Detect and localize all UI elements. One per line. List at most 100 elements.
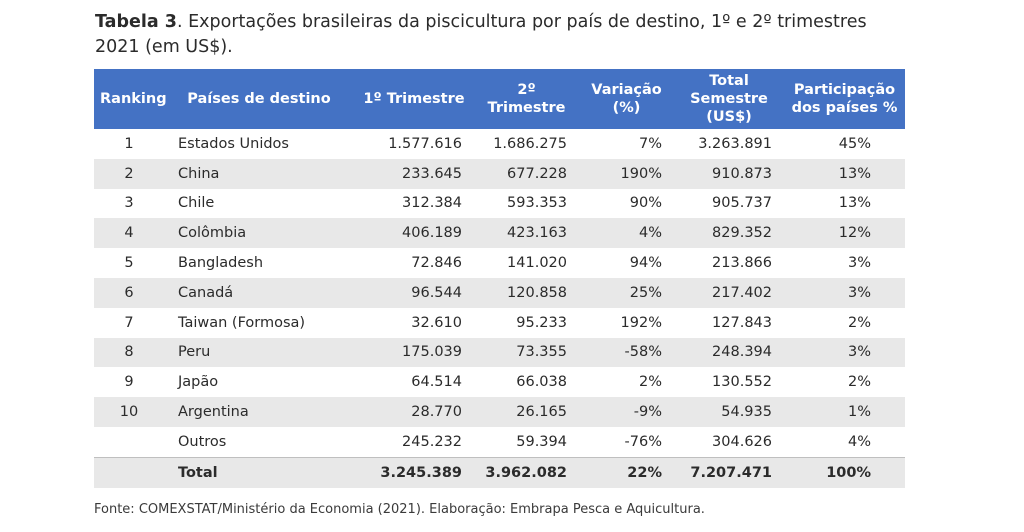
cell-country: Estados Unidos xyxy=(178,135,289,152)
cell-total: 304.626 xyxy=(712,433,772,450)
exports-table: Ranking Países de destino 1º Trimestre 2… xyxy=(94,69,905,488)
cell-q2: 1.686.275 xyxy=(493,135,567,152)
total-row: Total 3.245.389 3.962.082 22% 7.207.471 … xyxy=(94,456,905,488)
cell-country: Chile xyxy=(178,195,215,212)
cell-share: 13% xyxy=(784,158,905,189)
cell-rank: 5 xyxy=(124,255,134,272)
table-row: Outros 245.232 59.394 -76% 304.626 4% xyxy=(94,427,905,457)
cell-rank: 6 xyxy=(94,277,164,308)
header-ranking: Ranking xyxy=(94,69,167,129)
cell-rank: 10 xyxy=(94,397,164,427)
cell-q2: 141.020 xyxy=(507,255,567,272)
cell-share: 3% xyxy=(784,277,905,308)
cell-q2: 677.228 xyxy=(474,158,579,189)
cell-q2: 120.858 xyxy=(474,277,579,308)
table-row: 1 Estados Unidos 1.577.616 1.686.275 7% … xyxy=(94,129,905,159)
caption-text: . Exportações brasileiras da piscicultur… xyxy=(95,12,867,57)
table-row: 6 Canadá 96.544 120.858 25% 217.402 3% xyxy=(94,277,905,308)
table-row: 7 Taiwan (Formosa) 32.610 95.233 192% 12… xyxy=(94,308,905,338)
cell-country: Japão xyxy=(178,374,219,391)
cell-share: 2% xyxy=(847,374,871,391)
cell-country: Colômbia xyxy=(164,218,354,249)
cell-q1: 28.770 xyxy=(354,397,474,427)
cell-share: 13% xyxy=(838,195,871,212)
header-variation: Variação (%) xyxy=(579,69,674,129)
table-row: 3 Chile 312.384 593.353 90% 905.737 13% xyxy=(94,189,905,219)
cell-q1: 1.577.616 xyxy=(388,135,462,152)
table-row: 2 China 233.645 677.228 190% 910.873 13% xyxy=(94,158,905,189)
total-semester: 7.207.471 xyxy=(674,456,784,488)
cell-country: China xyxy=(164,158,354,189)
cell-total: 829.352 xyxy=(674,218,784,249)
cell-q1: 245.232 xyxy=(402,433,462,450)
cell-variation: 190% xyxy=(579,158,674,189)
caption-label: Tabela 3 xyxy=(95,12,177,32)
cell-rank: 8 xyxy=(94,337,164,368)
cell-total: 3.263.891 xyxy=(698,135,772,152)
cell-variation: 94% xyxy=(629,255,662,272)
cell-share: 12% xyxy=(784,218,905,249)
cell-q1: 233.645 xyxy=(354,158,474,189)
cell-country: Peru xyxy=(164,337,354,368)
cell-total: 217.402 xyxy=(674,277,784,308)
cell-country: Canadá xyxy=(164,277,354,308)
table-caption: Tabela 3. Exportações brasileiras da pis… xyxy=(95,10,915,60)
cell-country: Bangladesh xyxy=(178,255,264,272)
source-note: Fonte: COMEXSTAT/Ministério da Economia … xyxy=(94,502,705,517)
total-variation: 22% xyxy=(579,456,674,488)
cell-total: 127.843 xyxy=(712,314,772,331)
table-body: 1 Estados Unidos 1.577.616 1.686.275 7% … xyxy=(94,129,905,488)
cell-share: 1% xyxy=(784,397,905,427)
table-row: 8 Peru 175.039 73.355 -58% 248.394 3% xyxy=(94,337,905,368)
cell-variation: -76% xyxy=(624,433,662,450)
cell-rank: 2 xyxy=(94,158,164,189)
cell-q1: 96.544 xyxy=(354,277,474,308)
cell-q1: 175.039 xyxy=(354,337,474,368)
table-row: 4 Colômbia 406.189 423.163 4% 829.352 12… xyxy=(94,218,905,249)
cell-variation: 25% xyxy=(579,277,674,308)
cell-total: 54.935 xyxy=(674,397,784,427)
cell-q2: 66.038 xyxy=(516,374,567,391)
cell-variation: -58% xyxy=(579,337,674,368)
cell-rank: 4 xyxy=(94,218,164,249)
header-q2: 2º Trimestre xyxy=(474,69,579,129)
total-share: 100% xyxy=(784,456,905,488)
cell-q1: 312.384 xyxy=(402,195,462,212)
cell-q1: 64.514 xyxy=(411,374,462,391)
cell-q2: 593.353 xyxy=(507,195,567,212)
cell-total: 905.737 xyxy=(712,195,772,212)
cell-share: 2% xyxy=(847,314,871,331)
cell-q2: 26.165 xyxy=(474,397,579,427)
cell-rank: 1 xyxy=(124,135,134,152)
cell-variation: 7% xyxy=(638,135,662,152)
cell-q2: 95.233 xyxy=(516,314,567,331)
cell-variation: 4% xyxy=(579,218,674,249)
total-q2: 3.962.082 xyxy=(474,456,579,488)
table-row: 10 Argentina 28.770 26.165 -9% 54.935 1% xyxy=(94,397,905,427)
total-label: Total xyxy=(164,456,354,488)
table-row: 5 Bangladesh 72.846 141.020 94% 213.866 … xyxy=(94,248,905,278)
cell-share: 45% xyxy=(838,135,871,152)
cell-share: 3% xyxy=(784,337,905,368)
cell-rank: 7 xyxy=(124,314,134,331)
total-q1: 3.245.389 xyxy=(354,456,474,488)
cell-q2: 423.163 xyxy=(474,218,579,249)
cell-variation: 192% xyxy=(620,314,662,331)
cell-country: Argentina xyxy=(164,397,354,427)
header-country: Países de destino xyxy=(164,69,354,129)
cell-share: 4% xyxy=(847,433,871,450)
cell-country: Taiwan (Formosa) xyxy=(178,314,306,331)
cell-share: 3% xyxy=(847,255,871,272)
cell-q2: 73.355 xyxy=(474,337,579,368)
header-share: Participação dos países % xyxy=(784,69,905,129)
cell-q2: 59.394 xyxy=(516,433,567,450)
cell-variation: 90% xyxy=(629,195,662,212)
table-row: 9 Japão 64.514 66.038 2% 130.552 2% xyxy=(94,367,905,397)
cell-variation: -9% xyxy=(579,397,674,427)
cell-q1: 72.846 xyxy=(411,255,462,272)
cell-total: 213.866 xyxy=(712,255,772,272)
cell-q1: 406.189 xyxy=(354,218,474,249)
cell-rank: 9 xyxy=(124,374,134,391)
cell-total: 130.552 xyxy=(712,374,772,391)
cell-country: Outros xyxy=(178,433,227,450)
